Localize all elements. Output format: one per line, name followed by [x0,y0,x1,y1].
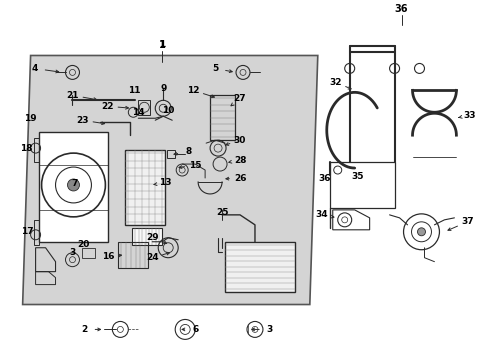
Text: 26: 26 [233,174,246,183]
Polygon shape [39,132,108,242]
Text: 7: 7 [71,180,78,189]
Text: 4: 4 [31,64,38,73]
Text: 11: 11 [128,86,140,95]
Polygon shape [132,228,162,245]
Text: 34: 34 [315,210,327,219]
Text: 19: 19 [24,114,37,123]
Text: 2: 2 [81,325,87,334]
Circle shape [417,228,425,236]
Text: 25: 25 [215,208,228,217]
Text: 24: 24 [145,253,158,262]
Text: 22: 22 [101,102,113,111]
Text: 14: 14 [132,108,144,117]
Text: 37: 37 [460,217,473,226]
Text: 36: 36 [318,174,330,183]
Text: 3: 3 [69,248,76,257]
Text: 5: 5 [211,64,218,73]
Polygon shape [224,242,294,292]
Text: 12: 12 [186,86,199,95]
Text: 3: 3 [266,325,272,334]
Text: 27: 27 [233,94,246,103]
Text: 13: 13 [159,179,171,188]
Text: 33: 33 [462,111,475,120]
Text: 8: 8 [184,147,191,156]
Text: 28: 28 [233,156,246,165]
Polygon shape [22,55,317,305]
Text: 9: 9 [160,84,166,93]
Text: 30: 30 [233,136,245,145]
Text: 20: 20 [77,240,89,249]
Text: 23: 23 [76,116,88,125]
Text: 10: 10 [162,106,174,115]
Text: 36: 36 [394,4,407,14]
Text: 32: 32 [329,78,341,87]
Text: 21: 21 [66,91,79,100]
Text: 16: 16 [102,252,114,261]
Text: 1: 1 [159,40,165,50]
Text: 18: 18 [20,144,33,153]
Text: 35: 35 [351,171,363,180]
Text: 1: 1 [159,40,165,49]
Circle shape [67,179,80,191]
Text: 29: 29 [145,233,158,242]
Text: 17: 17 [21,227,34,236]
Text: 6: 6 [192,325,198,334]
Text: 15: 15 [188,161,201,170]
Polygon shape [125,150,165,225]
